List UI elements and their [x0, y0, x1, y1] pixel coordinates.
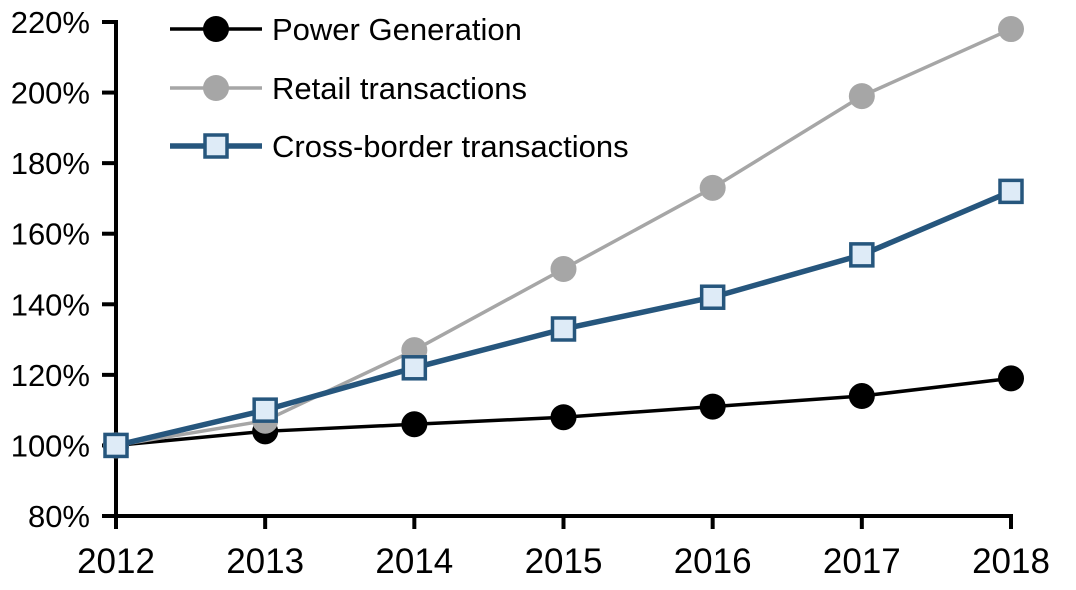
legend-item-retail-transactions: Retail transactions [170, 71, 527, 106]
legend: Power Generation Retail transactions Cross… [170, 12, 629, 164]
data-point-retail-transactions [550, 256, 577, 282]
data-point-cross-border-transactions [401, 355, 428, 381]
series-power-generation [103, 365, 1024, 459]
legend-label-power-generation: Power Generation [272, 12, 522, 47]
x-tick-label: 2016 [674, 542, 752, 581]
data-point-power-generation [998, 365, 1024, 392]
axes: 80% 100% 120% 140% 160% 180% 200% 220% 2012 2013 2… [11, 5, 1050, 581]
data-point-retail-transactions [848, 83, 875, 110]
data-point-cross-border-transactions [550, 316, 577, 342]
y-tick-label: 180% [11, 146, 90, 181]
y-tick-label: 100% [11, 428, 90, 463]
legend-label-retail-transactions: Retail transactions [272, 71, 527, 106]
legend-label-cross-border-transactions: Cross-border transactions [272, 129, 629, 164]
x-tick-label: 2013 [226, 542, 304, 581]
data-point-power-generation [848, 383, 875, 410]
data-point-cross-border-transactions [998, 178, 1024, 205]
x-tick-label: 2015 [525, 542, 603, 581]
x-tick-label: 2018 [972, 542, 1050, 581]
x-tick-label: 2012 [77, 542, 155, 581]
series-cross-border-transactions [103, 178, 1024, 459]
legend-marker-circle-icon [203, 75, 229, 101]
data-point-cross-border-transactions [103, 432, 129, 459]
x-tick-label: 2014 [375, 542, 453, 581]
x-tick-label: 2017 [823, 542, 901, 581]
data-point-power-generation [550, 404, 577, 431]
y-tick-label: 160% [11, 217, 90, 252]
legend-marker-square-icon [203, 133, 229, 159]
legend-item-power-generation: Power Generation [170, 12, 522, 47]
data-point-cross-border-transactions [699, 284, 726, 310]
y-tick-label: 200% [11, 76, 90, 111]
y-tick-label: 120% [11, 358, 90, 393]
legend-marker-circle-icon [203, 16, 229, 42]
y-tick-label: 220% [11, 5, 90, 40]
data-point-cross-border-transactions [849, 242, 875, 268]
data-point-power-generation [401, 411, 428, 438]
y-tick-label: 80% [28, 499, 90, 534]
legend-item-cross-border-transactions: Cross-border transactions [170, 129, 629, 164]
y-tick-label: 140% [11, 287, 90, 322]
data-point-power-generation [699, 393, 726, 420]
data-point-cross-border-transactions [252, 397, 278, 423]
data-point-retail-transactions [998, 16, 1024, 43]
data-point-retail-transactions [699, 174, 726, 201]
series-line-retail-transactions [115, 27, 1012, 448]
